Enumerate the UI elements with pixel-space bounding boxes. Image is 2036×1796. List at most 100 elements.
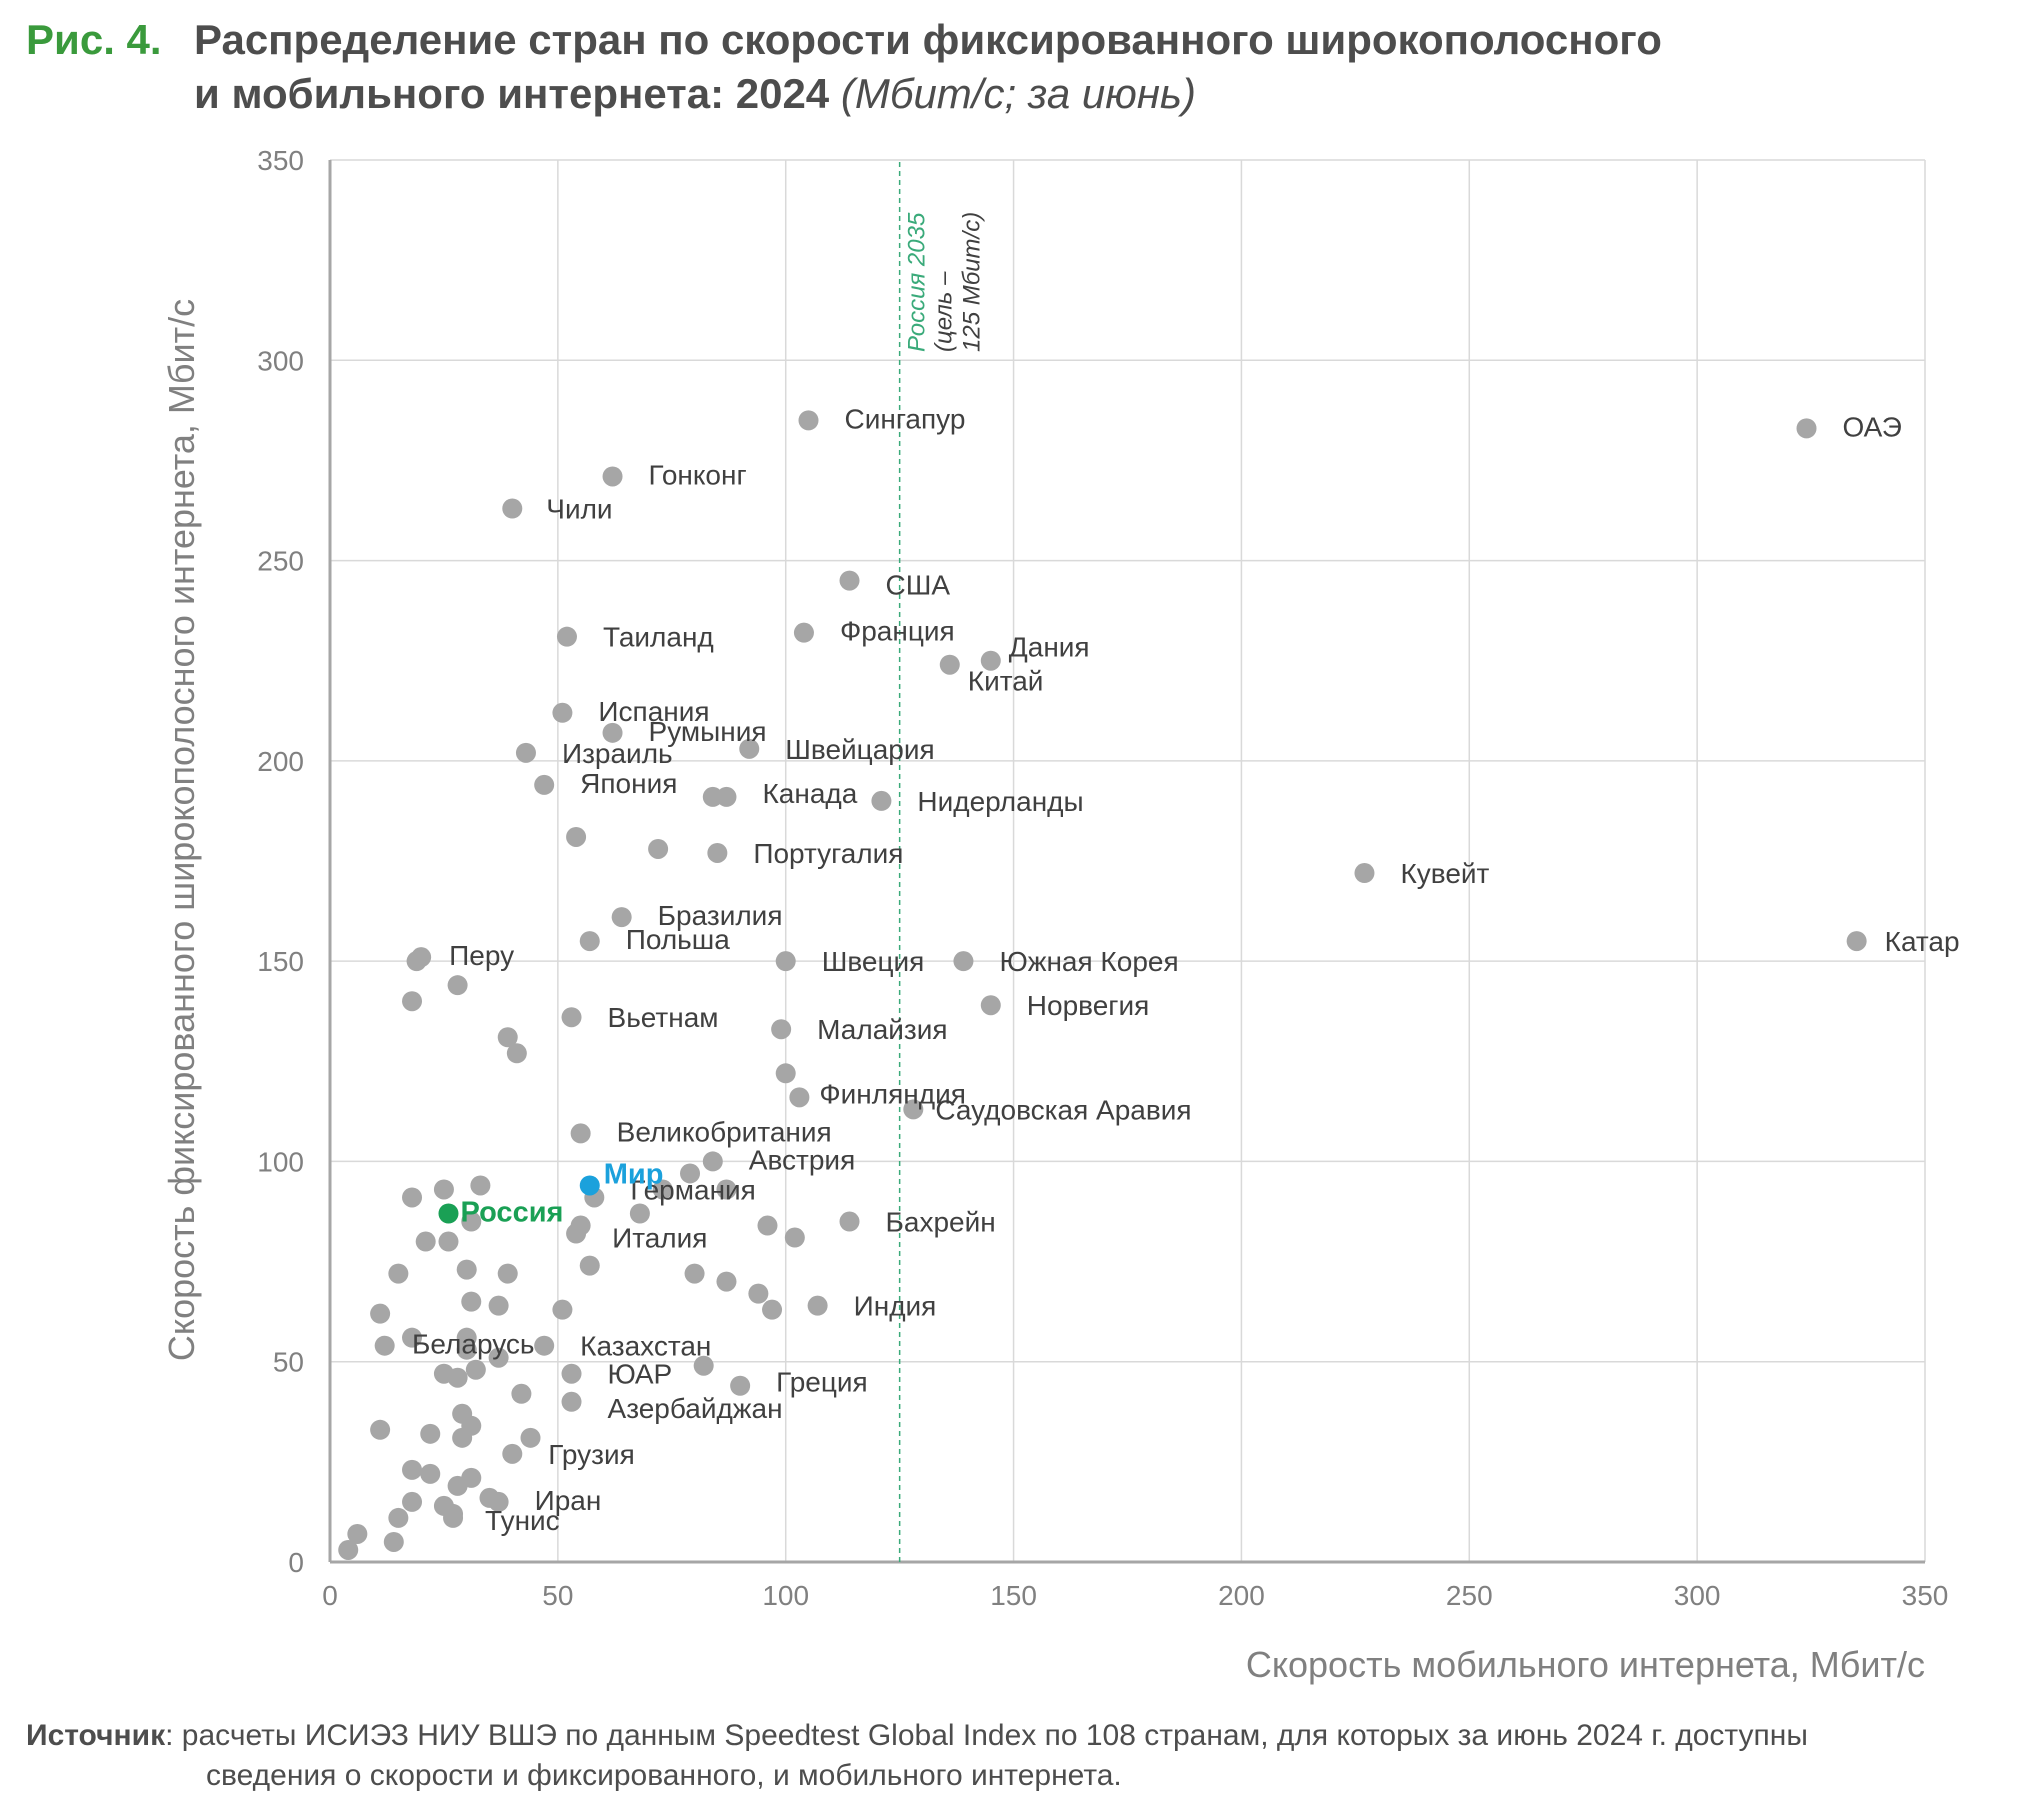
- x-tick-label-100: 100: [762, 1580, 809, 1611]
- data-point-48: [520, 1427, 541, 1448]
- data-point-labeled-22: [775, 951, 796, 972]
- data-point-labeled-0: [1796, 418, 1817, 439]
- x-axis-label: Скорость мобильного интернета, Мбит/с: [1246, 1644, 1925, 1685]
- point-label-32: Бахрейн: [886, 1207, 996, 1238]
- data-point-19: [716, 1179, 737, 1200]
- y-tick-label-100: 100: [257, 1146, 304, 1177]
- data-point-labeled-39: [561, 1391, 582, 1412]
- data-point-labeled-16: [707, 842, 728, 863]
- y-tick-label-0: 0: [288, 1547, 304, 1578]
- point-label-16: Португалия: [753, 838, 903, 869]
- scatter-chart: 0 50 100 150 200 250 300 350 0 50 100 150 200 250 300 3…: [161, 145, 1960, 1685]
- point-label-20: Польша: [626, 924, 730, 955]
- figure-title-main: и мобильного интернета: 2024: [194, 70, 830, 117]
- data-point-33: [748, 1283, 769, 1304]
- highlight-point-1: [579, 1175, 600, 1196]
- point-label-11: Швейцария: [785, 734, 934, 765]
- data-point-labeled-27: [789, 1087, 810, 1108]
- data-point-45: [452, 1427, 473, 1448]
- data-point-36: [456, 1339, 477, 1360]
- data-point-18: [680, 1163, 701, 1184]
- point-label-18: Бразилия: [658, 900, 783, 931]
- data-point-labeled-32: [839, 1211, 860, 1232]
- data-point-24: [579, 1255, 600, 1276]
- data-point-labeled-11: [739, 738, 760, 759]
- point-label-7: Дания: [1009, 632, 1090, 663]
- point-label-12: Израиль: [562, 738, 673, 769]
- data-point-labeled-17: [1354, 863, 1375, 884]
- data-point-42: [511, 1383, 532, 1404]
- data-point-7: [506, 1043, 527, 1064]
- point-label-23: Южная Корея: [999, 946, 1178, 977]
- data-point-labeled-7: [980, 650, 1001, 671]
- data-point-28: [370, 1303, 391, 1324]
- data-point-labeled-18: [611, 907, 632, 928]
- data-point-60: [338, 1539, 359, 1560]
- data-point-38: [693, 1355, 714, 1376]
- data-point-labeled-20: [579, 931, 600, 952]
- data-point-labeled-2: [602, 466, 623, 487]
- data-point-16: [629, 1203, 650, 1224]
- data-point-56: [388, 1507, 409, 1528]
- data-point-46: [420, 1423, 441, 1444]
- data-point-labeled-37: [730, 1375, 751, 1396]
- data-point-labeled-25: [561, 1007, 582, 1028]
- data-point-29: [374, 1335, 395, 1356]
- point-label-13: Япония: [580, 768, 677, 799]
- point-label-24: Норвегия: [1027, 990, 1150, 1021]
- point-label-0: ОАЭ: [1843, 411, 1902, 442]
- source-text-line1: : расчеты ИСИЭЗ НИУ ВШЭ по данным Speedt…: [165, 1719, 1808, 1752]
- data-point-5: [447, 975, 468, 996]
- data-point-40: [447, 1367, 468, 1388]
- data-point-50: [420, 1463, 441, 1484]
- data-point-47: [370, 1419, 391, 1440]
- reference-label-line3: 125 Мбит/с): [959, 212, 986, 352]
- point-label-33: Италия: [612, 1223, 707, 1254]
- data-point-labeled-26: [771, 1019, 792, 1040]
- data-point-52: [447, 1475, 468, 1496]
- data-point-1: [648, 838, 669, 859]
- point-label-41: Иран: [535, 1485, 602, 1516]
- y-axis-label: Скорость фиксированного широкополосного …: [161, 299, 202, 1361]
- figure-title-line1: Распределение стран по скорости фиксиров…: [194, 16, 1662, 63]
- data-point-labeled-13: [534, 774, 555, 795]
- data-point-labeled-14: [716, 786, 737, 807]
- point-label-37: Греция: [776, 1367, 868, 1398]
- data-point-labeled-21: [411, 947, 432, 968]
- point-label-14: Канада: [762, 778, 857, 809]
- data-point-6: [497, 1027, 518, 1048]
- point-label-8: Китай: [968, 666, 1044, 697]
- reference-label-line2: (цель –: [931, 271, 958, 352]
- x-tick-label-250: 250: [1446, 1580, 1493, 1611]
- point-label-36: Казахстан: [580, 1331, 711, 1362]
- data-point-21: [784, 1227, 805, 1248]
- data-point-labeled-8: [939, 654, 960, 675]
- data-point-49: [402, 1459, 423, 1480]
- figure-number: Рис. 4.: [26, 16, 162, 63]
- data-point-labeled-9: [552, 702, 573, 723]
- data-point-labeled-40: [502, 1443, 523, 1464]
- data-point-labeled-19: [1846, 931, 1867, 952]
- point-label-15: Нидерланды: [917, 786, 1083, 817]
- data-point-41: [465, 1359, 486, 1380]
- data-point-37: [488, 1347, 509, 1368]
- data-point-labeled-41: [488, 1491, 509, 1512]
- highlight-label-1: Мир: [604, 1158, 664, 1190]
- axes: [328, 160, 1925, 1564]
- data-point-30: [461, 1291, 482, 1312]
- data-point-27: [388, 1263, 409, 1284]
- x-tick-label-350: 350: [1902, 1580, 1949, 1611]
- data-point-labeled-23: [953, 951, 974, 972]
- reference-line-group: Россия 2035 (цель –125 Мбит/с): [898, 160, 986, 1562]
- point-label-42: Тунис: [485, 1505, 560, 1536]
- reference-label-line1: Россия 2035: [904, 212, 931, 352]
- point-label-2: Гонконг: [649, 459, 747, 490]
- point-label-19: Катар: [1885, 926, 1960, 957]
- data-point-labeled-28: [903, 1099, 924, 1120]
- data-point-4: [402, 991, 423, 1012]
- point-labels: ОАЭ Сингапур Гонконг Чили США Таиланд Франция Д…: [412, 403, 1960, 1536]
- y-tick-label-250: 250: [257, 546, 304, 577]
- data-point-labeled-6: [793, 622, 814, 643]
- data-point-10: [433, 1179, 454, 1200]
- point-label-29: Великобритания: [617, 1116, 832, 1147]
